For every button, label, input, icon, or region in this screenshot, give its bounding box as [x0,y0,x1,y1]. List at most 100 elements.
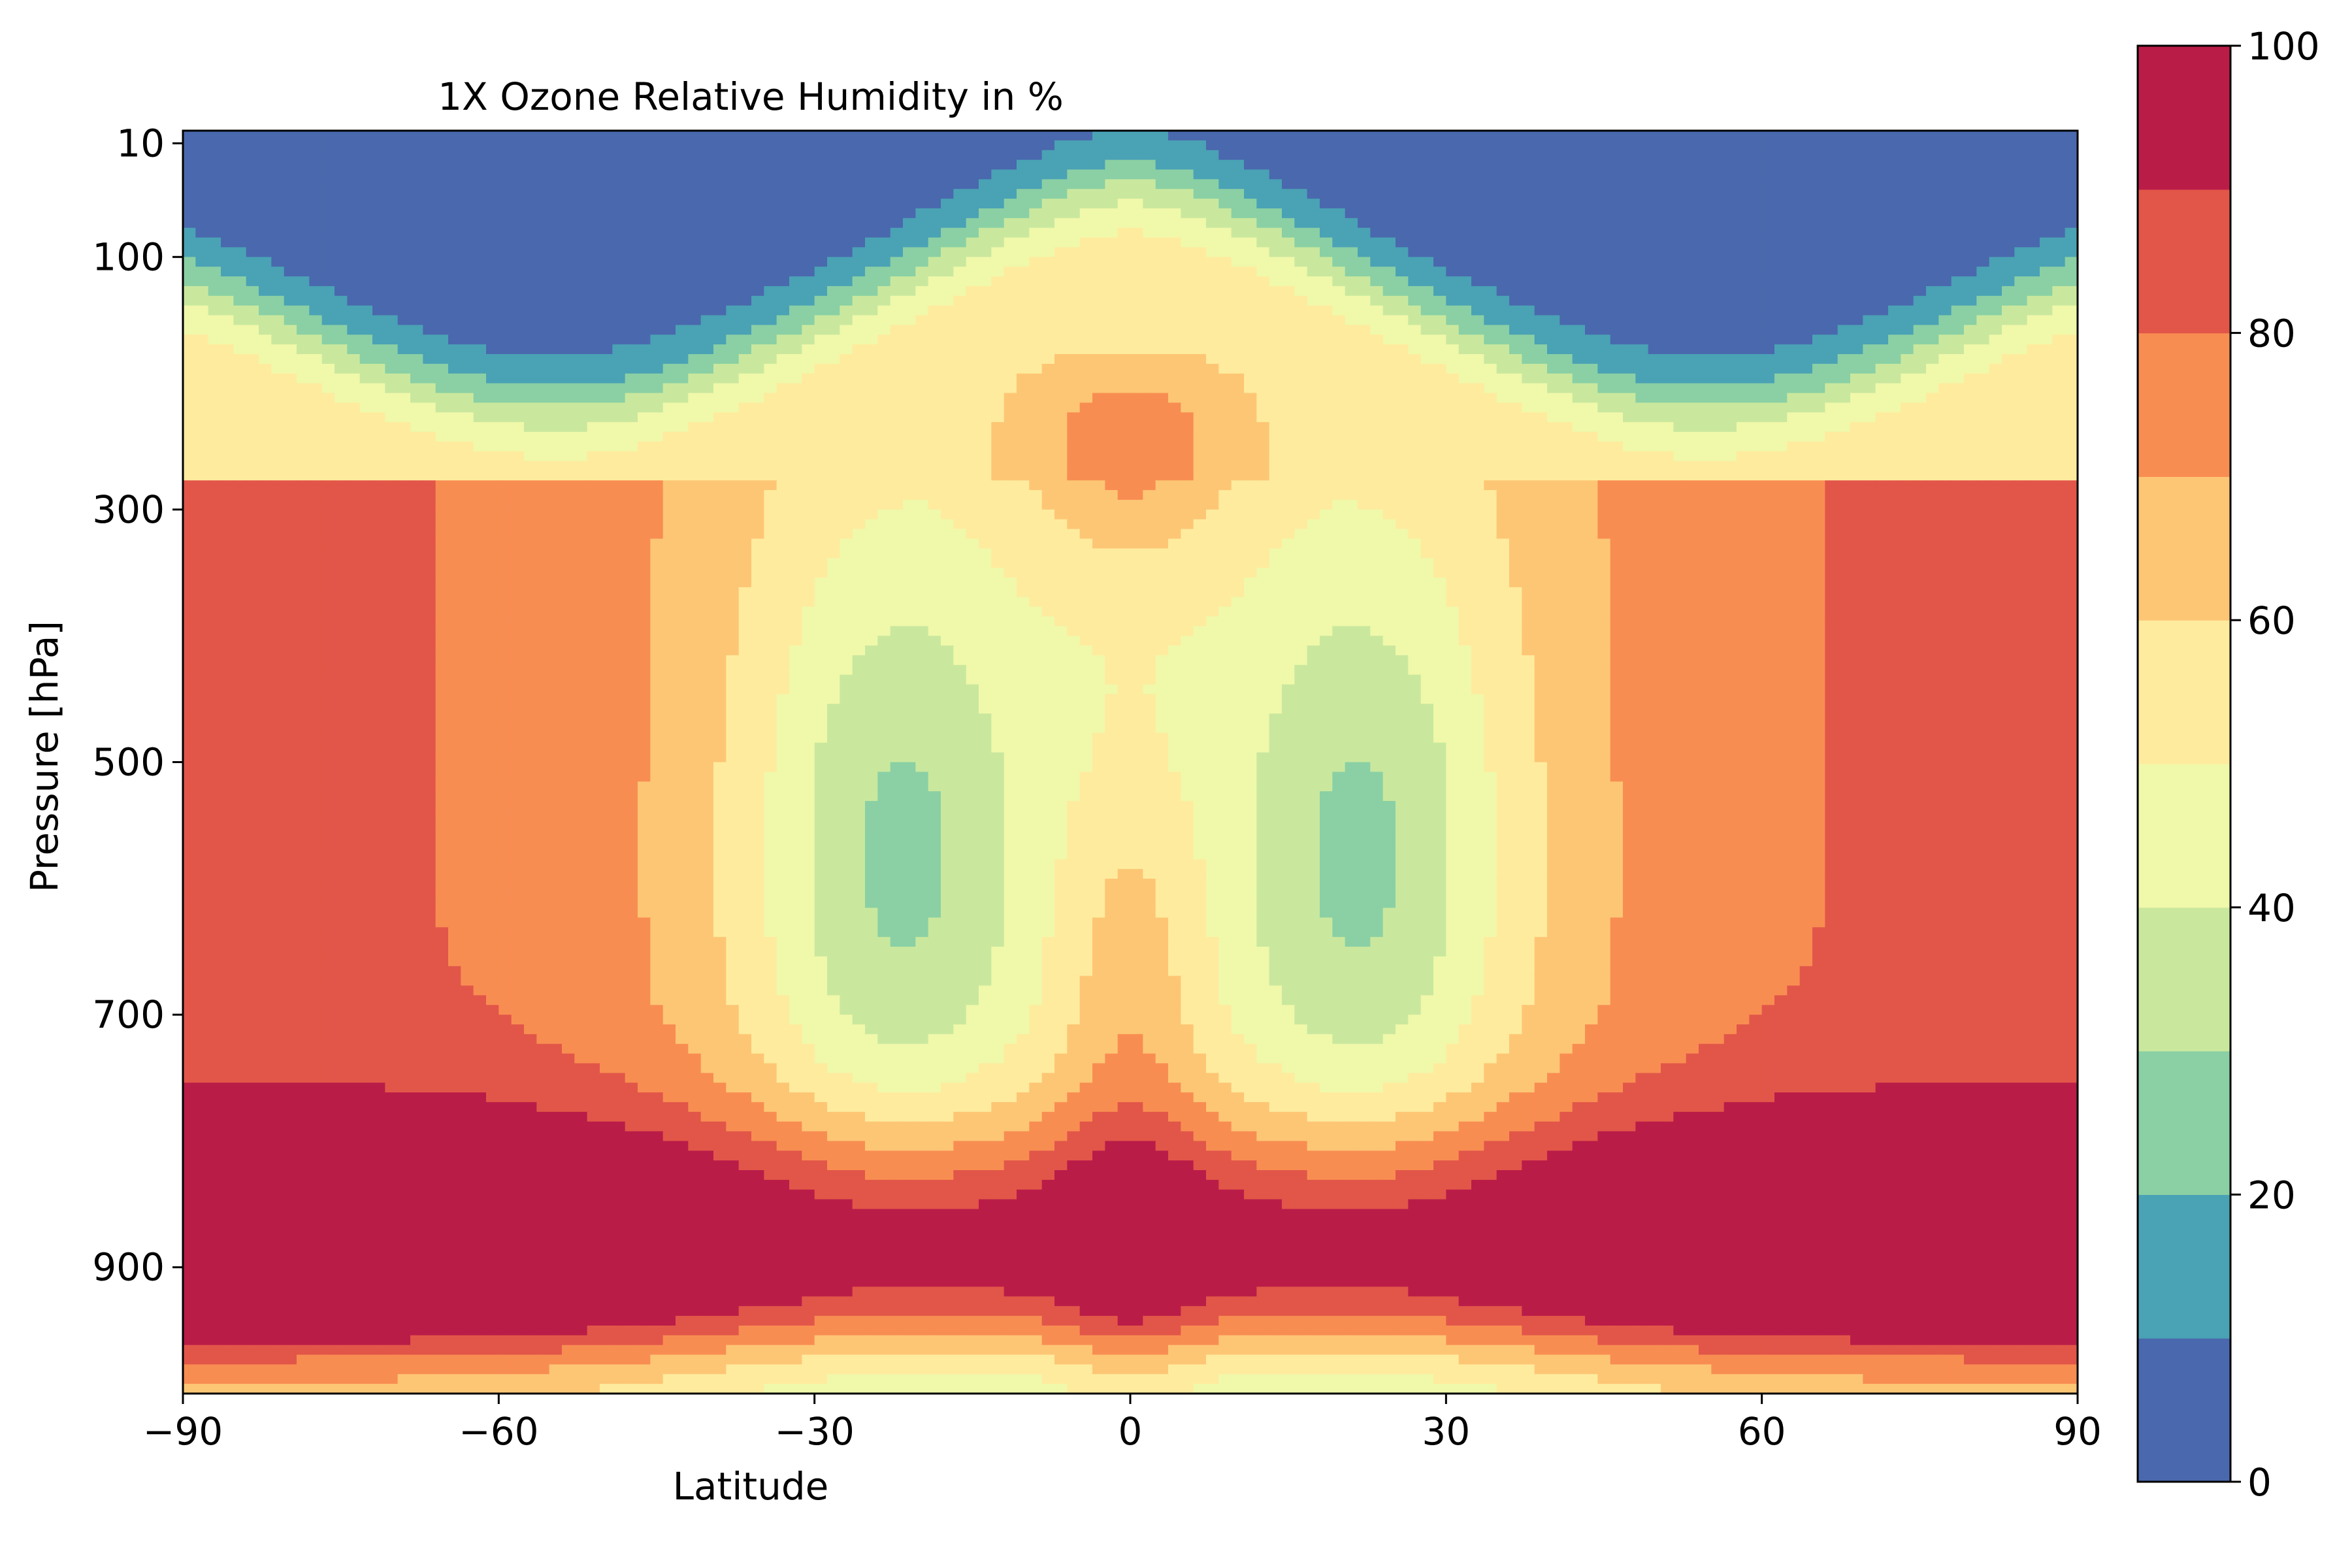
contour-cell [1155,199,1169,209]
contour-cell [738,150,752,161]
contour-cell [852,237,866,248]
contour-cell [776,159,790,171]
contour-cell [852,335,866,345]
contour-cell [852,218,866,229]
contour-cell [1825,402,1838,414]
contour-cell [410,179,424,190]
contour-cell [738,267,752,277]
contour-cell [562,131,576,141]
contour-cell [423,257,436,267]
contour-cell [1799,208,1813,219]
contour-cell [1572,169,1586,180]
contour-cell [1067,353,1081,365]
contour-cell [751,179,765,190]
contour-cell [587,276,600,287]
contour-cell [359,315,373,326]
contour-cell [928,267,941,277]
contour-cell [1054,393,1068,404]
contour-cell [625,344,638,355]
contour-cell [1875,131,1889,141]
contour-cell [751,286,765,297]
contour-cell [208,451,221,462]
contour-cell [928,247,941,258]
contour-cell [865,179,879,190]
contour-cell [1496,286,1510,297]
contour-cell [1471,412,1485,423]
contour-cell [941,305,955,316]
contour-cell [1079,131,1093,141]
contour-cell [650,189,664,199]
contour-cell [1206,199,1220,209]
contour-cell [536,159,550,171]
contour-cell [612,150,626,161]
contour-cell [1610,159,1624,171]
contour-cell [638,237,651,248]
contour-cell [1117,441,1131,452]
contour-cell [1888,344,1902,355]
contour-cell [1787,227,1801,238]
contour-cell [600,189,613,199]
contour-cell [233,189,247,199]
contour-cell [1155,393,1169,404]
contour-cell [1320,199,1333,209]
contour-cell [1155,131,1169,141]
contour-cell [233,402,247,414]
contour-cell [1888,335,1902,345]
contour-cell [1812,295,1826,306]
contour-cell [1382,383,1396,394]
contour-cell [700,305,714,316]
contour-cell [2014,237,2028,248]
contour-cell [600,353,613,365]
contour-cell [1218,315,1232,326]
contour-cell [284,257,297,267]
contour-cell [221,237,235,248]
contour-cell [1749,315,1763,326]
contour-cell [2040,422,2053,433]
contour-cell [1181,131,1194,141]
contour-cell [1534,286,1548,297]
contour-cell [1079,295,1093,306]
contour-cell [789,325,803,336]
contour-cell [890,373,904,384]
contour-cell [1761,237,1775,248]
contour-cell [335,131,348,141]
contour-cell [562,431,576,442]
contour-cell [941,315,955,326]
contour-cell [1218,140,1232,151]
contour-cell [309,451,323,462]
contour-cell [259,363,272,374]
contour-cell [1850,286,1864,297]
contour-cell [751,227,765,238]
contour-cell [688,402,702,414]
contour-cell [1382,393,1396,404]
contour-cell [650,169,664,180]
contour-cell [435,295,449,306]
contour-cell [1850,208,1864,219]
contour-cell [789,353,803,365]
contour-cell [2002,199,2016,209]
contour-cell [738,393,752,404]
contour-cell [1382,267,1396,277]
contour-cell [1408,159,1422,171]
contour-cell [1054,441,1068,452]
contour-cell [638,140,651,151]
contour-cell [1345,199,1358,209]
contour-cell [1976,179,1990,190]
contour-cell [574,431,588,442]
contour-cell [1812,325,1826,336]
contour-cell [600,159,613,171]
contour-cell [524,412,538,423]
contour-cell [271,295,285,306]
contour-cell [562,267,576,277]
contour-cell [1345,159,1358,171]
contour-cell [271,131,285,141]
contour-cell [1143,131,1156,141]
contour-cell [979,422,992,433]
contour-cell [814,140,828,151]
contour-cell [2065,267,2078,277]
contour-cell [574,402,588,414]
contour-cell [865,393,879,404]
contour-cell [1130,179,1144,190]
contour-cell [1004,305,1017,316]
contour-cell [2027,353,2040,365]
